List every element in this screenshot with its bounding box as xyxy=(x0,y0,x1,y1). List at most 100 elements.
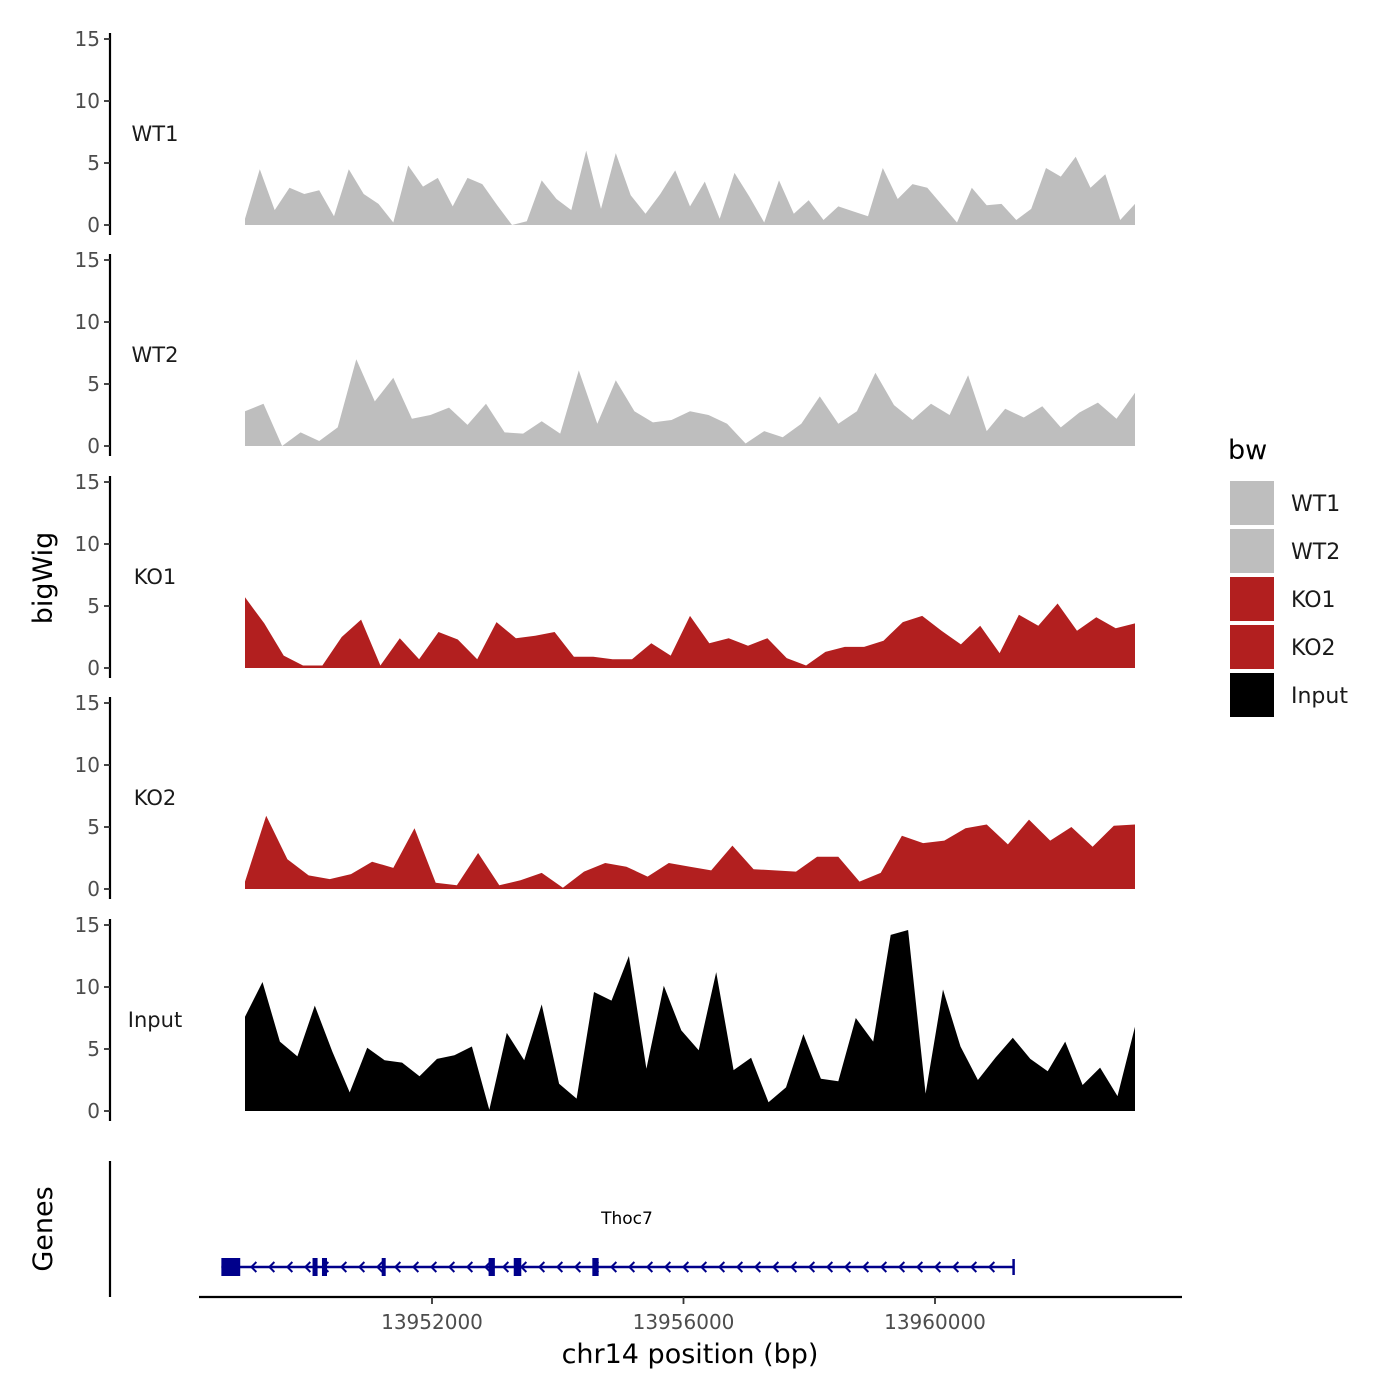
strand-arrow xyxy=(825,1261,834,1273)
area-wt2 xyxy=(245,359,1135,446)
track-ko2: 0 5 10 15 KO2 xyxy=(75,691,1135,901)
y-tick-label: 5 xyxy=(87,372,100,396)
gene-exon xyxy=(312,1258,318,1276)
track-label: Input xyxy=(128,1008,182,1032)
area-wt1 xyxy=(245,150,1135,225)
gene-exon xyxy=(513,1258,522,1276)
strand-arrow xyxy=(249,1261,258,1273)
track-label: WT2 xyxy=(132,343,179,367)
x-tick-label: 13952000 xyxy=(381,1310,483,1334)
strand-arrow xyxy=(915,1261,924,1273)
y-tick-label: 5 xyxy=(87,815,100,839)
area-input xyxy=(245,930,1135,1111)
strand-arrow xyxy=(285,1261,294,1273)
strand-arrow xyxy=(861,1261,870,1273)
genes-track: Thoc7 xyxy=(108,1161,1015,1297)
strand-arrow xyxy=(897,1261,906,1273)
x-tick-label: 13956000 xyxy=(633,1310,735,1334)
y-tick-label: 0 xyxy=(87,656,100,680)
track-wt1: 0 5 10 15 WT1 xyxy=(75,27,1135,237)
strand-arrow xyxy=(375,1261,384,1273)
track-label: KO1 xyxy=(134,565,177,589)
y-tick-label: 5 xyxy=(87,594,100,618)
strand-arrow xyxy=(951,1261,960,1273)
track-wt2: 0 5 10 15 WT2 xyxy=(75,248,1135,458)
strand-arrow xyxy=(663,1261,672,1273)
strand-arrow xyxy=(987,1261,996,1273)
x-axis: 13952000 13956000 13960000 xyxy=(199,1295,1182,1334)
strand-arrow xyxy=(357,1261,366,1273)
legend-label: KO2 xyxy=(1291,636,1336,661)
strand-arrow xyxy=(843,1261,852,1273)
strand-arrow xyxy=(735,1261,744,1273)
legend-key xyxy=(1230,673,1274,717)
area-ko2 xyxy=(245,815,1135,889)
x-axis-title: chr14 position (bp) xyxy=(562,1339,819,1370)
strand-arrow xyxy=(627,1261,636,1273)
y-tick-label: 0 xyxy=(87,1099,100,1123)
strand-arrow xyxy=(447,1261,456,1273)
strand-arrow xyxy=(807,1261,816,1273)
y-tick-label: 10 xyxy=(75,89,100,113)
legend-title: bw xyxy=(1228,435,1267,466)
y-tick-label: 15 xyxy=(75,470,100,494)
track-ko1: 0 5 10 15 KO1 xyxy=(75,470,1135,680)
y-tick-label: 5 xyxy=(87,151,100,175)
y-tick-label: 15 xyxy=(75,913,100,937)
strand-arrow xyxy=(411,1261,420,1273)
y-tick-label: 0 xyxy=(87,434,100,458)
strand-arrow xyxy=(699,1261,708,1273)
strand-arrow xyxy=(771,1261,780,1273)
legend-label: WT2 xyxy=(1291,540,1340,565)
strand-arrow xyxy=(339,1261,348,1273)
strand-arrow xyxy=(609,1261,618,1273)
legend-key xyxy=(1230,529,1274,573)
strand-arrow xyxy=(537,1261,546,1273)
signal-tracks: 0 5 10 15 WT1 0 5 10 15 WT2 0 5 10 15 KO1 0 5 10 15 KO2 0 5 10… xyxy=(75,27,1135,1123)
y-tick-label: 10 xyxy=(75,753,100,777)
strand-arrow xyxy=(429,1261,438,1273)
legend: bw WT1 WT2 KO1 KO2 Input xyxy=(1228,435,1348,717)
y-axis-title: bigWig xyxy=(28,532,59,625)
legend-label: Input xyxy=(1291,684,1348,709)
gene-label: Thoc7 xyxy=(600,1209,653,1229)
legend-key xyxy=(1230,625,1274,669)
track-label: KO2 xyxy=(134,786,177,810)
y-tick-label: 10 xyxy=(75,975,100,999)
y-tick-label: 10 xyxy=(75,532,100,556)
gene-exon xyxy=(592,1258,599,1276)
gene-exon xyxy=(381,1258,386,1276)
strand-arrow xyxy=(717,1261,726,1273)
area-ko1 xyxy=(245,597,1135,668)
y-tick-label: 15 xyxy=(75,248,100,272)
y-tick-label: 0 xyxy=(87,213,100,237)
y-tick-label: 15 xyxy=(75,691,100,715)
strand-arrow xyxy=(465,1261,474,1273)
strand-arrow xyxy=(267,1261,276,1273)
strand-arrow xyxy=(501,1261,510,1273)
gene-exon xyxy=(321,1258,327,1276)
x-tick-label: 13960000 xyxy=(884,1310,986,1334)
y-tick-label: 0 xyxy=(87,877,100,901)
gene-exon xyxy=(221,1258,241,1276)
legend-label: KO1 xyxy=(1291,588,1336,613)
strand-arrow xyxy=(393,1261,402,1273)
y-tick-label: 15 xyxy=(75,27,100,51)
legend-label: WT1 xyxy=(1291,492,1340,517)
genes-axis-title: Genes xyxy=(28,1186,59,1271)
strand-arrow xyxy=(555,1261,564,1273)
strand-arrow xyxy=(933,1261,942,1273)
legend-key xyxy=(1230,577,1274,621)
strand-arrow xyxy=(303,1261,312,1273)
strand-arrow xyxy=(789,1261,798,1273)
legend-key xyxy=(1230,481,1274,525)
strand-arrow xyxy=(969,1261,978,1273)
strand-arrow xyxy=(681,1261,690,1273)
gene-exon xyxy=(488,1258,495,1276)
strand-arrow xyxy=(879,1261,888,1273)
strand-arrow xyxy=(519,1261,528,1273)
y-tick-label: 10 xyxy=(75,310,100,334)
strand-arrow xyxy=(753,1261,762,1273)
strand-arrow xyxy=(573,1261,582,1273)
